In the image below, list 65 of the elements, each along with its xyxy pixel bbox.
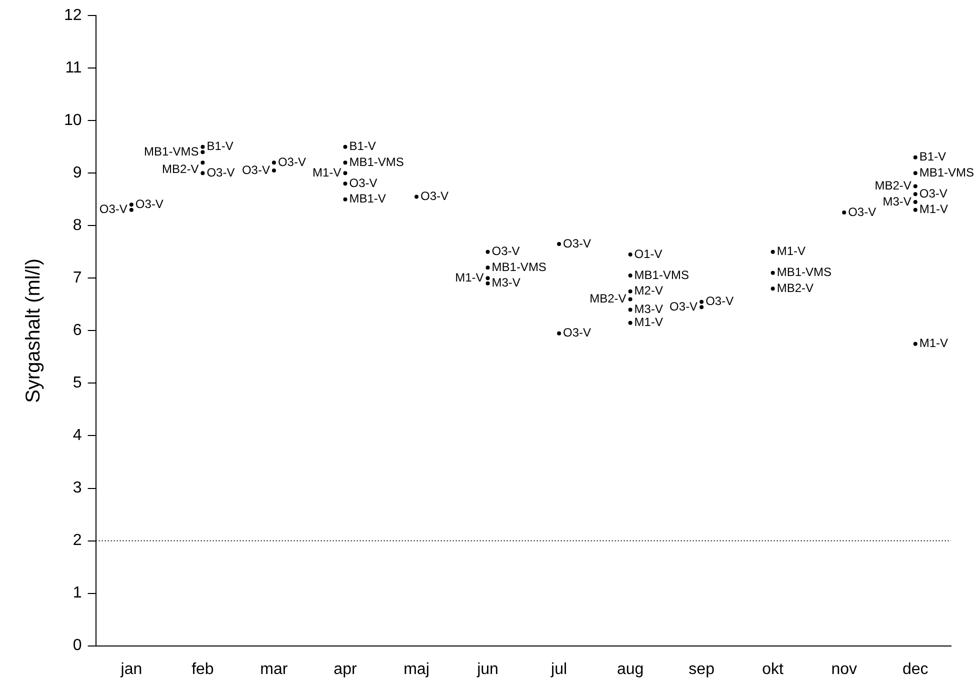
y-tick-label: 10 — [64, 112, 82, 130]
text: MB1-VMS — [919, 165, 974, 180]
x-tick-label: feb — [192, 660, 214, 678]
y-tick-label: 1 — [72, 584, 82, 602]
text: O3-V — [349, 176, 378, 190]
text: MB1-VMS — [776, 265, 832, 280]
text: MB1-VMS — [634, 268, 689, 282]
y-tick-label: 7 — [72, 270, 82, 287]
text: O3-V — [563, 326, 592, 340]
y-tick-label: 6 — [72, 322, 82, 340]
y-axis-title: Syrgashalt (ml/l) — [22, 258, 45, 403]
x-tick-label: dec — [902, 660, 928, 678]
text: MB2-V — [874, 178, 912, 193]
y-tick-label: 2 — [72, 532, 82, 550]
text: MB1-VMS — [492, 260, 546, 274]
text: M1-V — [776, 244, 806, 258]
x-tick-label: sep — [688, 660, 715, 678]
x-tick-label: okt — [762, 660, 784, 678]
x-tick-label: nov — [831, 660, 857, 678]
text: O3-V — [706, 294, 734, 308]
series-label: M2-V — [634, 284, 663, 298]
x-tick-label: mar — [260, 660, 288, 678]
series-label: M3-V — [492, 276, 520, 290]
y-tick-label: 12 — [64, 7, 82, 24]
x-tick-label: jan — [120, 660, 142, 678]
text: M1-V — [634, 315, 663, 330]
y-tick-label: 5 — [72, 374, 82, 392]
text: O3-V — [563, 236, 592, 250]
text: O3-V — [919, 186, 948, 200]
y-tick-label: 3 — [72, 480, 82, 497]
x-tick-label: aug — [616, 660, 644, 678]
series-label: MB1-VMS — [349, 154, 404, 169]
y-tick-label: 4 — [72, 427, 82, 444]
series-label: B1-V — [206, 139, 234, 154]
y-tick-label: 0 — [72, 637, 82, 654]
text: MB1-VMS — [144, 144, 199, 158]
text: O3-V — [670, 299, 698, 314]
text: M3-V — [634, 302, 663, 316]
text: MB2-V — [590, 292, 626, 306]
series-label: MB1-V — [349, 192, 386, 206]
text: M1-V — [919, 336, 948, 350]
series-label: O1-V — [634, 246, 662, 261]
text: O3-V — [99, 202, 128, 216]
text: O3-V — [135, 196, 164, 211]
y-tick-label: 8 — [72, 217, 82, 234]
x-tick-label: maj — [404, 660, 430, 678]
text: O3-V — [420, 189, 449, 204]
y-tick-label: 9 — [72, 164, 82, 182]
text: B1-V — [349, 139, 376, 154]
text: B1-V — [919, 150, 946, 164]
x-tick-label: jun — [476, 660, 498, 678]
text: M1-V — [312, 165, 342, 180]
text: M1-V — [455, 270, 484, 284]
text: O3-V — [278, 154, 306, 169]
text: MB2-V — [162, 162, 199, 176]
series-label: M1-V — [919, 202, 948, 216]
text: O3-V — [848, 204, 876, 219]
y-tick-label: 11 — [65, 60, 82, 77]
x-tick-label: apr — [334, 660, 358, 678]
x-tick-label: jul — [550, 660, 568, 678]
series-label: O3-V — [206, 165, 235, 180]
text: M3-V — [882, 194, 912, 208]
text: O3-V — [492, 244, 520, 258]
series-label: MB2-V — [776, 281, 814, 295]
text: O3-V — [242, 162, 270, 177]
